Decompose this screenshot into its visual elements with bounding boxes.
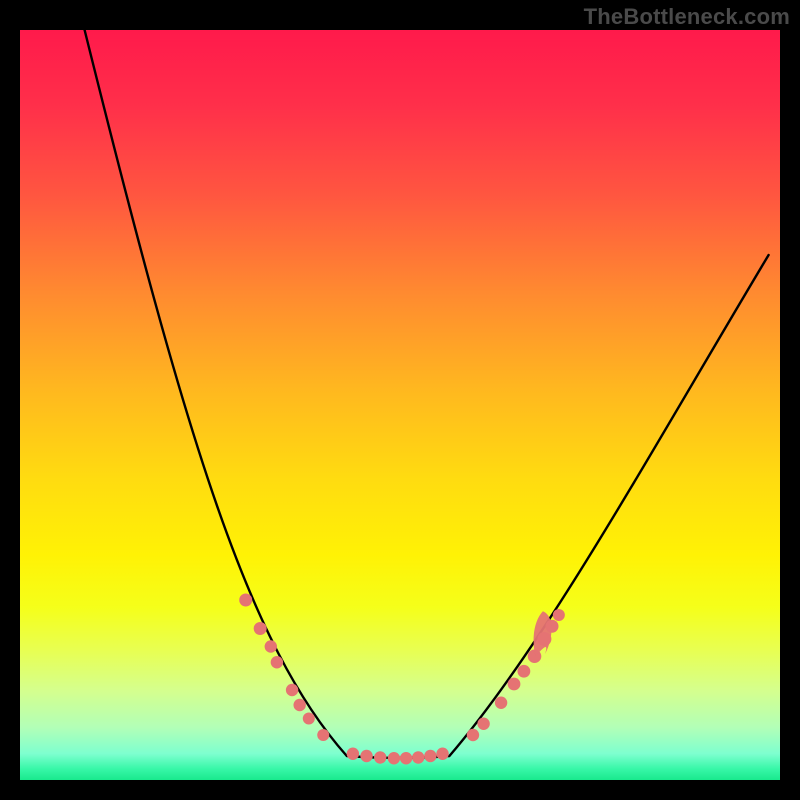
data-marker — [495, 697, 507, 709]
data-marker — [265, 640, 277, 652]
data-marker — [424, 750, 436, 762]
data-marker — [347, 748, 359, 760]
data-marker — [254, 622, 267, 635]
data-marker — [271, 656, 283, 668]
data-marker — [286, 684, 298, 696]
watermark-text: TheBottleneck.com — [584, 4, 790, 30]
data-marker — [239, 594, 252, 607]
data-marker — [467, 729, 479, 741]
data-marker — [517, 665, 530, 678]
data-marker — [388, 752, 400, 764]
data-marker — [508, 678, 521, 691]
data-marker — [412, 751, 424, 763]
data-marker — [436, 748, 448, 760]
data-marker — [303, 713, 315, 725]
bottleneck-chart — [0, 0, 800, 800]
data-marker — [374, 751, 386, 763]
data-marker — [317, 729, 329, 741]
data-marker — [553, 609, 565, 621]
chart-stage: TheBottleneck.com — [0, 0, 800, 800]
data-marker — [293, 699, 305, 711]
plot-background — [20, 30, 780, 780]
data-marker — [360, 750, 372, 762]
data-marker — [400, 752, 412, 764]
data-marker — [477, 718, 489, 730]
